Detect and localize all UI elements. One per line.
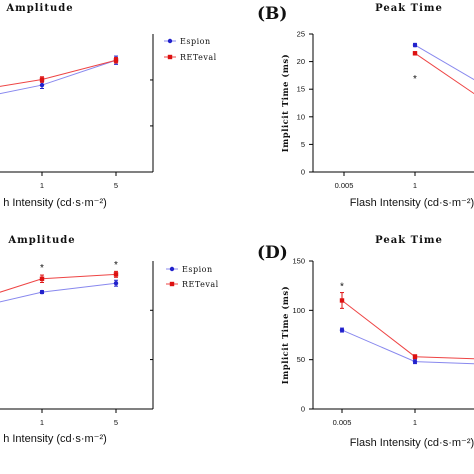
series-group <box>412 42 474 95</box>
y-tick-label: 100 <box>292 306 305 315</box>
significance-marker: * <box>40 263 44 274</box>
series-group <box>339 292 474 365</box>
y-axis-label: Implicit Time (ms) <box>280 286 291 384</box>
y-axis-label: Implicit Time (ms) <box>280 54 291 152</box>
data-point-espion <box>39 82 45 88</box>
x-tick-label: 1 <box>413 181 417 190</box>
series-line-reteval <box>0 273 117 293</box>
x-tick-label: 1 <box>40 418 44 427</box>
y-tick-label: 0 <box>301 168 305 177</box>
chart-title: Amplitude <box>7 235 75 246</box>
chart-d <box>309 260 474 413</box>
significance-marker: * <box>340 282 344 293</box>
x-tick-label: 0.005 <box>333 418 352 427</box>
chart-b <box>309 33 474 176</box>
legend-marker-espion <box>169 266 175 272</box>
y-tick-label: 10 <box>297 112 305 121</box>
y-tick-label: 5 <box>301 140 305 149</box>
legend-marker-espion <box>167 38 173 44</box>
data-point-reteval <box>113 272 119 277</box>
y-tick-label: 150 <box>292 257 305 266</box>
y-tick-label: 50 <box>297 355 305 364</box>
legend-marker-reteval <box>167 54 173 60</box>
legend-label: RETeval <box>180 53 217 62</box>
significance-marker: * <box>413 74 417 85</box>
series-line-espion <box>0 282 117 303</box>
chart-title: Peak Time <box>375 3 443 14</box>
x-tick-label: 0.005 <box>335 181 354 190</box>
data-point-espion <box>113 281 119 286</box>
series-line-espion <box>0 59 117 95</box>
legend-label: RETeval <box>182 280 219 289</box>
chart-title: Amplitude <box>5 3 73 14</box>
x-tick-label: 1 <box>40 181 44 190</box>
legend-marker-reteval <box>169 281 175 287</box>
series-line-espion <box>341 329 474 365</box>
y-tick-label: 20 <box>297 57 305 66</box>
panel-label: (B) <box>257 4 287 24</box>
data-point-espion <box>412 42 418 48</box>
data-point-reteval <box>39 276 45 281</box>
data-point-espion <box>39 289 45 295</box>
series-line-espion <box>414 44 474 81</box>
panel-label: (D) <box>257 243 288 263</box>
x-axis-label: Flash Intensity (cd·s·m⁻²) <box>350 197 474 209</box>
x-axis-label: h Intensity (cd·s·m⁻²) <box>3 433 107 445</box>
data-point-reteval <box>113 58 119 63</box>
data-point-reteval <box>412 51 418 56</box>
x-axis-label: h Intensity (cd·s·m⁻²) <box>3 197 107 209</box>
data-point-reteval <box>412 354 418 359</box>
y-tick-label: 25 <box>297 30 305 39</box>
x-axis-label: Flash Intensity (cd·s·m⁻²) <box>350 437 474 449</box>
x-tick-label: 1 <box>413 418 417 427</box>
x-tick-label: 5 <box>114 418 118 427</box>
series-line-reteval <box>414 52 474 95</box>
series-group <box>0 55 119 95</box>
y-tick-label: 15 <box>297 85 305 94</box>
y-tick-label: 0 <box>301 405 305 414</box>
legend-label: Espion <box>182 265 213 274</box>
data-point-reteval <box>39 77 45 82</box>
chart-title: Peak Time <box>375 235 443 246</box>
series-line-reteval <box>341 300 474 360</box>
data-point-espion <box>412 359 418 364</box>
x-tick-label: 5 <box>114 181 118 190</box>
significance-marker: * <box>114 260 118 271</box>
data-point-reteval <box>339 298 345 303</box>
chart-c <box>0 261 178 413</box>
data-point-espion <box>339 327 345 333</box>
chart-a <box>0 34 176 176</box>
legend-label: Espion <box>180 37 211 46</box>
series-group <box>0 270 119 303</box>
